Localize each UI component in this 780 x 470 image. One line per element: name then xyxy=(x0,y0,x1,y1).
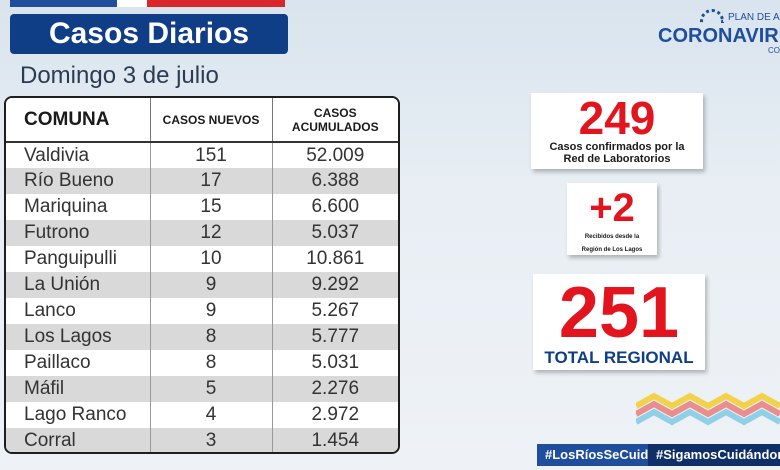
logo-brand-text: CORONAVIRU xyxy=(658,25,780,47)
cell-casos-acumulados: 6.388 xyxy=(272,168,398,194)
cell-casos-acumulados: 1.454 xyxy=(272,428,398,452)
cell-casos-nuevos: 17 xyxy=(149,168,273,194)
total-regional-value: 251 xyxy=(558,273,680,353)
cell-comuna: La Unión xyxy=(6,272,150,298)
cell-casos-acumulados: 10.861 xyxy=(272,246,398,272)
cell-comuna: Valdivia xyxy=(6,142,150,168)
table-header-row: COMUNA CASOS NUEVOS CASOS ACUMULADOS xyxy=(6,98,398,143)
table-row: Panguipulli 10 10.861 xyxy=(6,246,398,272)
table-row: Lanco 9 5.267 xyxy=(6,298,398,324)
cell-casos-acumulados: 2.276 xyxy=(272,376,398,402)
cell-comuna: Máfil xyxy=(6,376,150,402)
cell-casos-acumulados: 2.972 xyxy=(272,402,398,428)
report-date: Domingo 3 de julio xyxy=(20,62,219,89)
wave-yellow xyxy=(636,392,780,410)
table-row: Los Lagos 8 5.777 xyxy=(6,324,398,350)
table-row: Río Bueno 17 6.388 xyxy=(6,168,398,194)
flag-blue-segment xyxy=(10,0,117,7)
table-row: Máfil 5 2.276 xyxy=(6,376,398,402)
confirmed-cases-value: 249 xyxy=(578,92,656,144)
cell-casos-acumulados: 9.292 xyxy=(272,272,398,298)
cell-casos-nuevos: 8 xyxy=(149,324,273,350)
flag-red-segment xyxy=(146,0,285,7)
cell-comuna: Lago Ranco xyxy=(6,402,150,428)
header-comuna: COMUNA xyxy=(6,98,150,143)
decorative-waves xyxy=(636,392,780,426)
cell-comuna: Mariquina xyxy=(6,194,150,220)
cell-comuna: Los Lagos xyxy=(6,324,150,350)
total-regional-label: TOTAL REGIONAL xyxy=(544,348,694,367)
flag-white-segment xyxy=(116,0,147,7)
table-body: Valdivia 151 52.009 Río Bueno 17 6.388 Mariqui… xyxy=(6,142,398,452)
table-row: Corral 3 1.454 xyxy=(6,428,398,452)
cell-comuna: Río Bueno xyxy=(6,168,150,194)
received-cases-label-2: Región de Los Lagos xyxy=(581,247,643,253)
confirmed-cases-label-2: Red de Laboratorios xyxy=(563,153,671,165)
total-regional-card: 251 TOTAL REGIONAL xyxy=(533,274,705,370)
cell-casos-nuevos: 8 xyxy=(149,350,273,376)
cell-comuna: Lanco xyxy=(6,298,150,324)
header-casos-acumulados: CASOS ACUMULADOS xyxy=(272,98,398,143)
table-row: La Unión 9 9.292 xyxy=(6,272,398,298)
hashtag-los-rios: #LosRíosSeCuida xyxy=(537,444,664,466)
coronavirus-plan-logo: PLAN DE ACC CORONAVIRU CO xyxy=(656,8,780,56)
table-row: Mariquina 15 6.600 xyxy=(6,194,398,220)
table-row: Paillaco 8 5.031 xyxy=(6,350,398,376)
logo-plan-text: PLAN DE ACC xyxy=(728,12,780,23)
cell-casos-nuevos: 10 xyxy=(149,246,273,272)
received-cases-value: +2 xyxy=(589,186,635,230)
cell-casos-acumulados: 5.777 xyxy=(272,324,398,350)
cell-casos-nuevos: 151 xyxy=(149,142,273,168)
table-row: Lago Ranco 4 2.972 xyxy=(6,402,398,428)
cell-comuna: Futrono xyxy=(6,220,150,246)
cell-casos-nuevos: 15 xyxy=(149,194,273,220)
cell-casos-nuevos: 9 xyxy=(149,272,273,298)
cell-casos-nuevos: 5 xyxy=(149,376,273,402)
cell-casos-nuevos: 9 xyxy=(149,298,273,324)
dotted-arc-icon xyxy=(700,9,724,23)
cell-casos-acumulados: 5.037 xyxy=(272,220,398,246)
cases-table: COMUNA CASOS NUEVOS CASOS ACUMULADOS Val… xyxy=(6,98,398,452)
logo-suffix-text: CO xyxy=(768,46,780,55)
cell-comuna: Paillaco xyxy=(6,350,150,376)
received-cases-label-1: Recibidos desde la xyxy=(584,234,640,240)
confirmed-cases-label-1: Casos confirmados por la xyxy=(549,141,685,153)
cases-table-container: COMUNA CASOS NUEVOS CASOS ACUMULADOS Val… xyxy=(4,96,400,454)
table-row: Valdivia 151 52.009 xyxy=(6,142,398,168)
cell-casos-nuevos: 12 xyxy=(149,220,273,246)
cell-casos-acumulados: 52.009 xyxy=(272,142,398,168)
cell-casos-acumulados: 5.267 xyxy=(272,298,398,324)
confirmed-cases-card: 249 Casos confirmados por la Red de Labo… xyxy=(531,93,703,169)
page-title: Casos Diarios xyxy=(10,14,288,54)
flag-stripe xyxy=(10,0,285,7)
cell-casos-nuevos: 4 xyxy=(149,402,273,428)
header-casos-nuevos: CASOS NUEVOS xyxy=(149,98,273,143)
wave-blue xyxy=(636,408,780,426)
cell-casos-acumulados: 6.600 xyxy=(272,194,398,220)
cell-comuna: Corral xyxy=(6,428,150,452)
cell-casos-nuevos: 3 xyxy=(149,428,273,452)
cell-casos-acumulados: 5.031 xyxy=(272,350,398,376)
hashtag-sigamos: #SigamosCuidándonos xyxy=(648,444,780,466)
cell-comuna: Panguipulli xyxy=(6,246,150,272)
table-row: Futrono 12 5.037 xyxy=(6,220,398,246)
received-cases-card: +2 Recibidos desde la Región de Los Lago… xyxy=(567,183,657,255)
wave-pink xyxy=(636,400,780,418)
